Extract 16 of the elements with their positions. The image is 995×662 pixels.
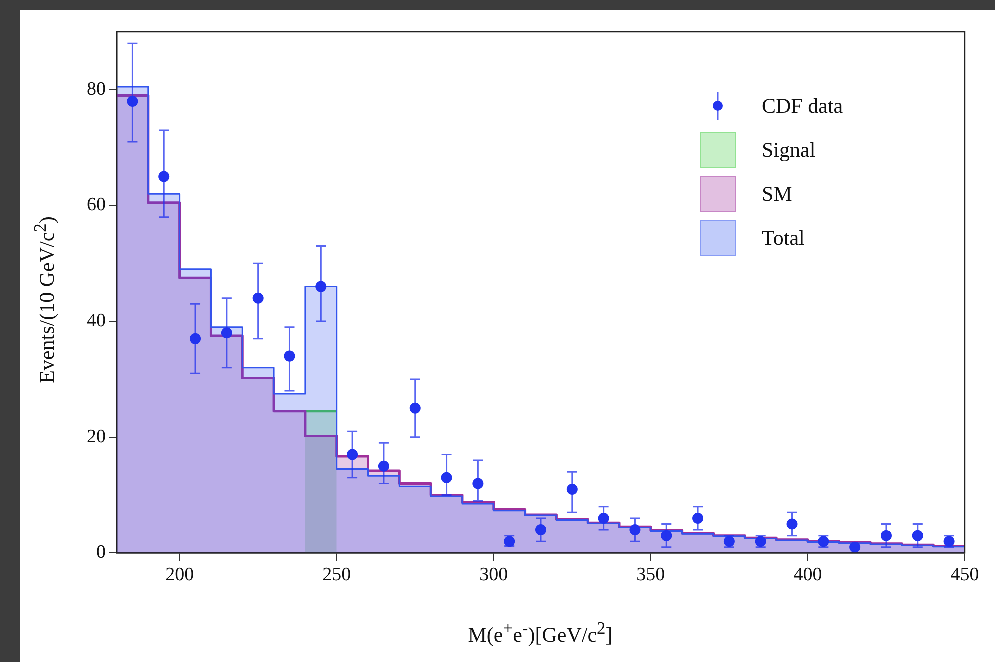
x-tick-label: 350	[636, 564, 666, 586]
x-tick-label: 250	[322, 564, 352, 586]
y-tick-label: 80	[87, 78, 106, 100]
x-tick-label: 200	[166, 564, 194, 586]
x-axis-title: M(e$^{+}$e$^{-}$)[GeV/c$^{2}$]	[467, 618, 614, 648]
y-tick-label: 60	[87, 194, 106, 216]
y-tick-label: 40	[87, 310, 106, 332]
legend-label: CDF data	[762, 94, 844, 118]
y-tick-label: 0	[96, 542, 106, 564]
x-tick-label: 450	[950, 564, 980, 586]
legend-label: Total	[762, 226, 805, 250]
legend-label: Signal	[762, 138, 816, 162]
x-tick-label: 400	[794, 564, 822, 586]
legend-label: SM	[762, 182, 792, 206]
y-tick-label: 20	[87, 426, 106, 448]
x-tick-label: 300	[480, 564, 508, 586]
